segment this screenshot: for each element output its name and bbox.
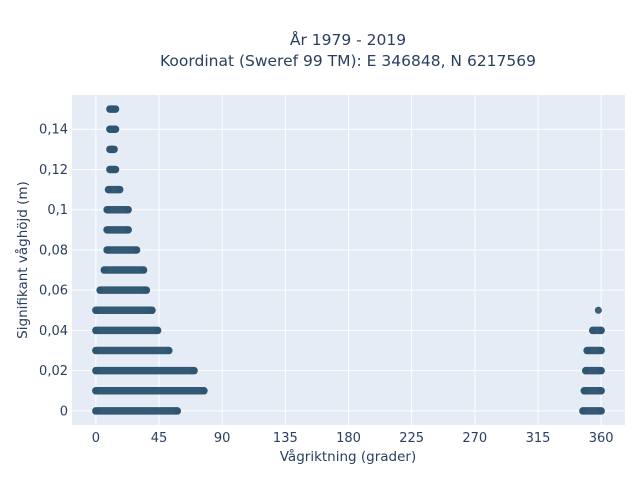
data-point (579, 407, 587, 415)
data-point (100, 266, 108, 274)
data-row (580, 387, 605, 395)
data-point (92, 367, 100, 375)
data-row (100, 266, 148, 274)
x-tick-label: 225 (399, 431, 424, 446)
data-point (583, 347, 591, 355)
y-tick-labels: 0 0,02 0,04 0,06 0,08 0,1 0,12 0,14 (39, 123, 68, 420)
data-row (92, 346, 173, 355)
data-point (200, 387, 208, 395)
data-point (112, 165, 120, 173)
data-point (140, 266, 148, 274)
data-point (124, 206, 132, 214)
data-point (104, 186, 112, 194)
data-row (92, 407, 182, 415)
data-row (106, 105, 120, 113)
data-row (106, 125, 120, 133)
data-point (103, 206, 111, 214)
chart-title-line-2: Koordinat (Sweref 99 TM): E 346848, N 62… (160, 52, 536, 70)
data-point (92, 326, 100, 334)
y-tick-label: 0 (60, 404, 68, 419)
data-point (110, 145, 118, 153)
data-point (112, 105, 120, 113)
x-tick-label: 270 (462, 431, 487, 446)
data-point (92, 407, 100, 415)
data-row (92, 366, 198, 375)
data-row (96, 286, 151, 294)
x-tick-label: 0 (92, 431, 100, 446)
data-row (104, 185, 124, 194)
data-row (92, 326, 162, 335)
y-axis-title: Signifikant våghöjd (m) (14, 181, 31, 339)
data-point (92, 387, 100, 395)
data-row (594, 306, 602, 314)
y-tick-label: 0,02 (39, 364, 68, 379)
data-point (142, 286, 150, 294)
data-point (133, 246, 141, 254)
data-point (190, 367, 198, 375)
x-tick-label: 180 (336, 431, 361, 446)
data-point (597, 326, 605, 334)
data-point (589, 326, 597, 334)
data-point (106, 165, 114, 173)
x-tick-label: 90 (214, 431, 231, 446)
data-row (106, 145, 118, 154)
data-row (588, 326, 605, 335)
data-point (103, 226, 111, 234)
y-tick-label: 0,04 (39, 324, 68, 339)
data-point (582, 367, 590, 375)
y-tick-label: 0,1 (47, 203, 68, 218)
data-row (579, 407, 605, 415)
data-point (580, 387, 588, 395)
gridlines (72, 95, 625, 425)
data-point (92, 347, 100, 355)
x-tick-label: 315 (526, 431, 551, 446)
data-row (103, 246, 141, 254)
data-point (154, 326, 162, 334)
data-point (597, 367, 605, 375)
data-point (106, 105, 114, 113)
data-point (173, 407, 181, 415)
data-point (165, 347, 173, 355)
data-point (597, 387, 605, 395)
data-point (594, 306, 602, 314)
data-row (106, 165, 120, 174)
data-row (103, 205, 132, 214)
x-tick-labels: 0 45 90 135 180 225 270 315 360 (92, 431, 614, 446)
data-row (92, 387, 208, 395)
data-row (103, 226, 132, 234)
data-row (92, 306, 156, 315)
data-point (597, 347, 605, 355)
chart-title-line-1: År 1979 - 2019 (290, 30, 406, 49)
data-point (116, 186, 124, 194)
y-tick-label: 0,14 (39, 123, 68, 138)
y-tick-label: 0,12 (39, 163, 68, 178)
data-point (103, 246, 111, 254)
data-point (112, 125, 120, 133)
x-tick-label: 45 (151, 431, 168, 446)
data-point (124, 226, 132, 234)
x-tick-label: 135 (273, 431, 298, 446)
data-point (96, 286, 104, 294)
data-point (148, 306, 156, 314)
x-tick-label: 360 (589, 431, 614, 446)
y-tick-label: 0,08 (39, 243, 68, 258)
data-row (583, 346, 605, 355)
x-axis-title: Vågriktning (grader) (280, 448, 417, 465)
data-point (597, 407, 605, 415)
data-points (92, 105, 605, 415)
y-tick-label: 0,06 (39, 284, 68, 299)
data-row (581, 366, 605, 375)
data-point (106, 125, 114, 133)
data-point (92, 306, 100, 314)
